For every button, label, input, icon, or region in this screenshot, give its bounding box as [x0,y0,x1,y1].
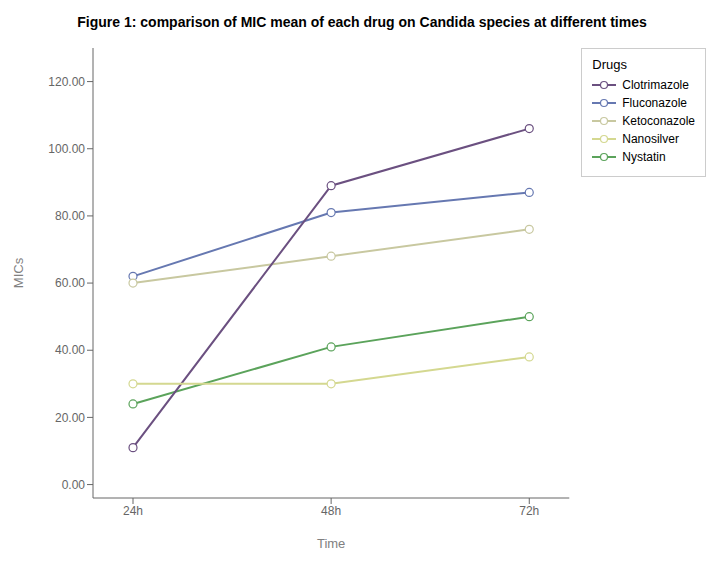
svg-text:100.00: 100.00 [48,142,85,156]
html-text:Ketoconazole: Ketoconazole [622,114,695,128]
svg-text:72h: 72h [519,504,539,518]
svg-text:20.00: 20.00 [55,411,85,425]
svg-text:MICs: MICs [11,257,26,288]
html-text:Clotrimazole: Clotrimazole [622,78,689,92]
svg-text:60.00: 60.00 [55,276,85,290]
html-text:Drugs: Drugs [592,57,627,72]
svg-text:80.00: 80.00 [55,209,85,223]
html-text:Fluconazole: Fluconazole [622,96,687,110]
svg-text:Time: Time [317,536,345,551]
html-text:Nystatin: Nystatin [622,150,666,164]
html-text:Figure 1: comparison of MIC me: Figure 1: comparison of MIC mean of each… [77,14,647,30]
svg-text:120.00: 120.00 [48,75,85,89]
svg-text:24h: 24h [123,504,143,518]
svg-text:48h: 48h [321,504,341,518]
svg-text:40.00: 40.00 [55,343,85,357]
svg-text:0.00: 0.00 [62,478,86,492]
html-text:Nanosilver: Nanosilver [622,132,679,146]
